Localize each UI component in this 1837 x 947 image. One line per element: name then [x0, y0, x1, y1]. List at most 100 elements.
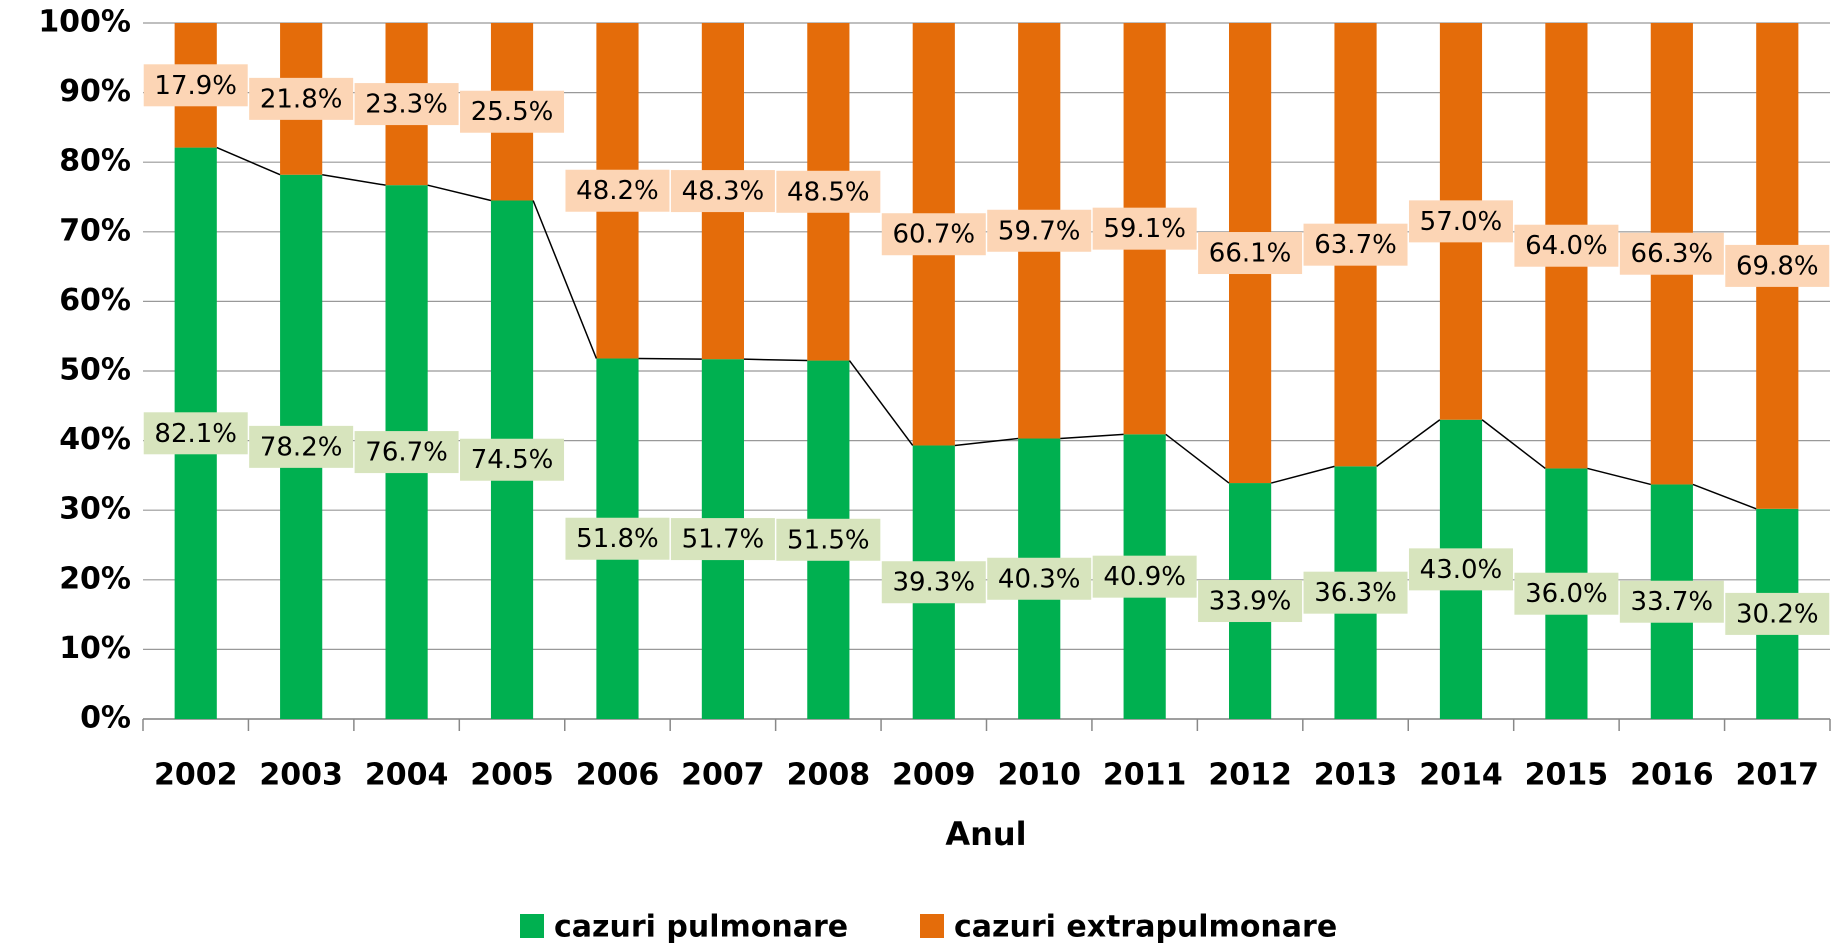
series-line	[638, 357, 702, 360]
data-label: 33.9%	[1209, 587, 1292, 617]
data-label-box	[987, 209, 1092, 252]
legend-swatch	[920, 914, 944, 938]
data-label: 48.5%	[787, 177, 870, 207]
x-tick-label: 2013	[1314, 758, 1398, 793]
legend-label: cazuri pulmonare	[554, 910, 848, 945]
x-tick-label: 2009	[892, 758, 976, 793]
data-label: 82.1%	[154, 419, 237, 449]
data-label-box	[987, 557, 1092, 600]
series-line	[848, 360, 914, 446]
y-tick-label: 90%	[59, 74, 131, 109]
data-label: 74.5%	[471, 445, 554, 475]
y-tick-label: 20%	[59, 561, 131, 596]
series-line	[322, 173, 386, 186]
x-tick-label: 2006	[576, 758, 660, 793]
legend-swatch	[520, 914, 544, 938]
data-label: 63.7%	[1314, 230, 1397, 260]
x-tick-label: 2015	[1525, 758, 1609, 793]
data-label-box	[143, 64, 248, 107]
data-label-box	[881, 213, 986, 256]
data-label: 33.7%	[1631, 587, 1714, 617]
data-label: 48.2%	[576, 176, 659, 206]
data-label-box	[670, 518, 775, 561]
series-line	[1692, 483, 1757, 510]
data-label: 76.7%	[365, 438, 448, 468]
x-tick-label: 2007	[681, 758, 765, 793]
x-tick-label: 2011	[1103, 758, 1187, 793]
data-label: 51.7%	[682, 525, 765, 555]
data-label-box	[565, 517, 670, 560]
data-label-box	[1092, 555, 1197, 598]
data-label: 60.7%	[892, 220, 975, 250]
data-label-box	[1198, 580, 1303, 623]
data-label: 21.8%	[260, 84, 343, 114]
data-label: 25.5%	[471, 97, 554, 127]
data-label-box	[1408, 200, 1513, 243]
series-line	[1376, 419, 1441, 467]
series-lines	[216, 146, 1757, 510]
series-line	[216, 146, 281, 176]
data-label: 39.3%	[892, 568, 975, 598]
data-label: 36.0%	[1525, 579, 1608, 609]
y-tick-label: 40%	[59, 422, 131, 457]
data-label-box	[1514, 224, 1619, 267]
x-tick-label: 2003	[259, 758, 343, 793]
data-label-box	[143, 412, 248, 455]
x-tick-label: 2017	[1736, 758, 1820, 793]
y-tick-label: 60%	[59, 283, 131, 318]
data-label-box	[565, 169, 670, 212]
y-tick-label: 100%	[38, 5, 131, 40]
data-label: 30.2%	[1736, 599, 1819, 629]
y-tick-label: 80%	[59, 144, 131, 179]
data-label-box	[354, 431, 459, 474]
x-tick-label: 2005	[470, 758, 554, 793]
data-label: 66.1%	[1209, 239, 1292, 269]
x-tick-label: 2010	[997, 758, 1081, 793]
data-label: 23.3%	[365, 90, 448, 120]
data-label-box	[460, 90, 565, 133]
data-label-box	[460, 438, 565, 481]
data-label-box	[670, 170, 775, 213]
data-labels: 82.1% 17.9% 78.2% 21.8% 76.7% 23.3% 74.5% 25.5%…	[143, 64, 1830, 635]
data-label-box	[776, 170, 881, 213]
data-label: 59.7%	[998, 216, 1081, 246]
series-line	[1165, 433, 1230, 484]
data-label-box	[249, 425, 354, 468]
series-line	[1270, 465, 1335, 484]
x-tick-label: 2012	[1208, 758, 1292, 793]
data-label: 78.2%	[260, 432, 343, 462]
data-label-box	[1725, 592, 1830, 635]
x-tick-label: 2016	[1630, 758, 1714, 793]
data-label-box	[1303, 223, 1408, 266]
data-label: 40.9%	[1103, 562, 1186, 592]
data-label-box	[881, 561, 986, 604]
data-label-box	[776, 518, 881, 561]
data-label-box	[1619, 580, 1724, 623]
series-line	[532, 200, 598, 359]
data-label: 36.3%	[1314, 578, 1397, 608]
y-tick-label: 30%	[59, 492, 131, 527]
y-tick-label: 10%	[59, 631, 131, 666]
data-label: 51.5%	[787, 525, 870, 555]
data-label-box	[1725, 244, 1830, 287]
data-label-box	[1303, 571, 1408, 614]
data-label: 51.8%	[576, 524, 659, 554]
data-label-box	[354, 83, 459, 126]
series-line	[743, 358, 808, 362]
data-label: 48.3%	[682, 177, 765, 207]
data-label: 66.3%	[1631, 239, 1714, 269]
data-label: 40.3%	[998, 564, 1081, 594]
x-tick-label: 2014	[1419, 758, 1503, 793]
series-line	[1587, 467, 1651, 486]
data-label: 57.0%	[1420, 207, 1503, 237]
data-label-box	[1198, 232, 1303, 275]
series-line	[427, 184, 492, 202]
y-tick-label: 0%	[80, 701, 131, 736]
data-label-box	[1092, 207, 1197, 250]
data-label: 64.0%	[1525, 231, 1608, 261]
x-tick-label: 2004	[365, 758, 449, 793]
data-label: 43.0%	[1420, 555, 1503, 585]
y-tick-label: 50%	[59, 353, 131, 388]
legend-label: cazuri extrapulmonare	[954, 910, 1337, 945]
data-label-box	[1514, 572, 1619, 615]
